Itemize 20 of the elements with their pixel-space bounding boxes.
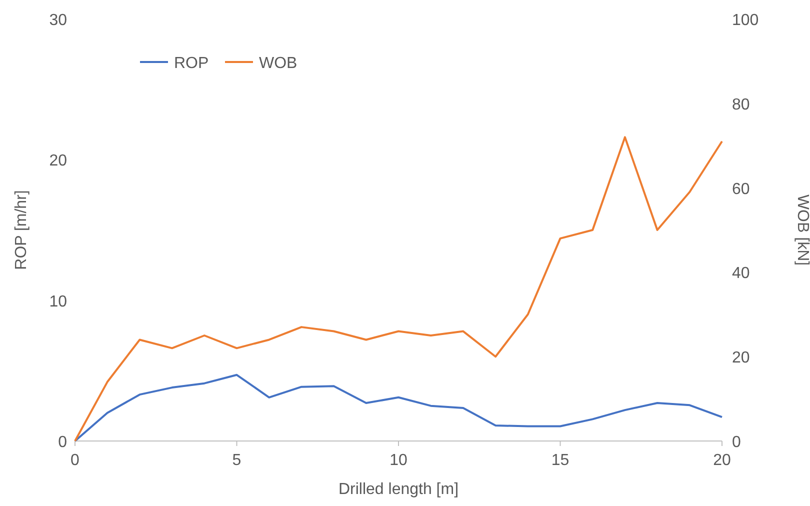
y2-tick-label: 100 bbox=[732, 12, 759, 29]
x-tick-label: 15 bbox=[551, 452, 570, 469]
legend-label: WOB bbox=[259, 55, 298, 72]
y2-axis-title: WOB [kN] bbox=[794, 194, 810, 266]
legend-label: ROP bbox=[174, 55, 209, 72]
y-tick-label: 10 bbox=[49, 293, 68, 310]
y2-tick-label: 80 bbox=[732, 96, 750, 114]
x-tick-label: 20 bbox=[713, 452, 731, 469]
x-tick-label: 5 bbox=[232, 452, 242, 469]
x-tick-label: 0 bbox=[70, 452, 80, 469]
x-tick-label: 10 bbox=[390, 452, 408, 469]
y2-tick-label: 40 bbox=[732, 265, 750, 282]
y-tick-label: 20 bbox=[49, 152, 68, 170]
y-tick-label: 30 bbox=[49, 12, 68, 29]
y2-tick-label: 60 bbox=[732, 180, 750, 198]
y-axis-title: ROP [m/hr] bbox=[13, 190, 30, 270]
x-axis-title: Drilled length [m] bbox=[338, 481, 459, 498]
y2-tick-label: 20 bbox=[732, 350, 750, 367]
y2-tick-label: 0 bbox=[732, 434, 741, 451]
y-tick-label: 0 bbox=[58, 434, 68, 451]
